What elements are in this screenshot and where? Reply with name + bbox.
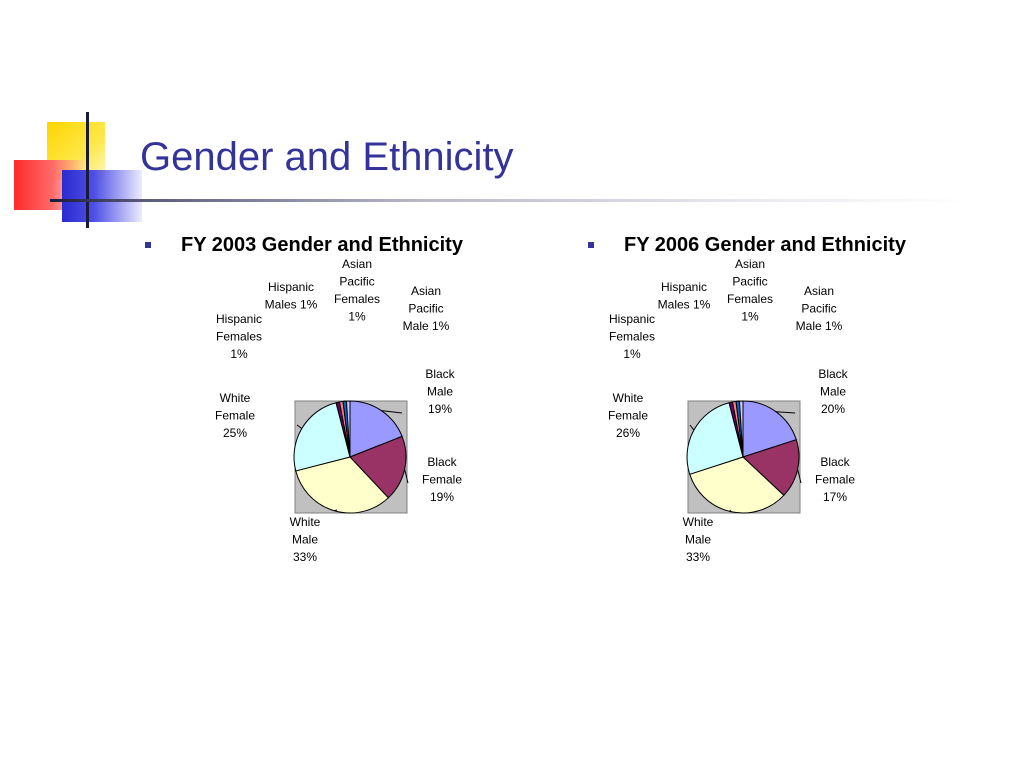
data-label-black-male: Black Male 19%	[425, 367, 455, 416]
chart-panel-fy2003: FY 2003 Gender and Ethnicity Black Male 19…	[145, 232, 565, 564]
bullet-icon	[588, 242, 594, 248]
pie-chart-fy2006: Black Male 20% Black Female 17% White Male 33% Wh…	[608, 257, 855, 564]
pie-slice-black-male	[349, 400, 403, 458]
data-label-hispanic-females: Hispanic Females 1%	[216, 312, 262, 361]
pie-slice-black-female	[349, 435, 407, 499]
data-label-white-male: White Male 33%	[683, 515, 714, 564]
data-label-white-male: White Male 33%	[290, 515, 321, 564]
leader-line-hispanic-males	[341, 400, 346, 403]
chart-heading: FY 2006 Gender and Ethnicity	[624, 234, 906, 256]
title-underline	[50, 199, 970, 202]
data-label-black-female: Black Female 19%	[422, 455, 462, 504]
data-label-white-female: White Female 26%	[608, 391, 648, 440]
bullet-heading: FY 2003 Gender and Ethnicity	[145, 232, 565, 260]
leader-line-black-female	[404, 469, 409, 484]
chart-panel-fy2006: FY 2006 Gender and Ethnicity Black Male 20…	[588, 232, 1008, 564]
leader-line-black-male	[381, 410, 403, 414]
data-label-hispanic-females: Hispanic Females 1%	[609, 312, 655, 361]
data-label-asian-pacific-females: Asian Pacific Females 1%	[727, 257, 773, 324]
pie-slice-black-male	[742, 400, 797, 458]
data-label-white-female: White Female 25%	[215, 391, 255, 440]
leader-line-black-male	[775, 411, 796, 414]
data-label-hispanic-males: Hispanic Males 1%	[658, 280, 711, 312]
data-label-asian-pacific-females: Asian Pacific Females 1%	[334, 257, 380, 324]
data-label-hispanic-males: Hispanic Males 1%	[265, 280, 318, 312]
bullet-heading: FY 2006 Gender and Ethnicity	[588, 232, 1008, 260]
decor-vertical-line	[86, 112, 89, 228]
slide-title: Gender and Ethnicity	[140, 135, 514, 179]
leader-line-white-male	[729, 509, 732, 512]
pie-slice-white-female	[293, 402, 351, 472]
leader-line-white-female	[296, 424, 303, 429]
data-label-black-female: Black Female 17%	[815, 455, 855, 504]
leader-line-black-female	[797, 469, 802, 484]
leader-line-hispanic-males	[734, 400, 739, 403]
pie-slice-white-female	[686, 402, 744, 475]
data-label-asian-pacific-male: Asian Pacific Male 1%	[403, 284, 450, 333]
leader-line-white-female	[689, 424, 695, 431]
bullet-icon	[145, 242, 151, 248]
pie-chart-fy2003: Black Male 19% Black Female 19% White Male 33% Wh…	[215, 257, 462, 564]
leader-line-white-male	[334, 509, 338, 512]
data-label-black-male: Black Male 20%	[818, 367, 848, 416]
decor-blue-square	[62, 170, 142, 222]
data-label-asian-pacific-male: Asian Pacific Male 1%	[796, 284, 843, 333]
pie-slice-black-female	[742, 439, 800, 497]
chart-heading: FY 2003 Gender and Ethnicity	[181, 234, 463, 256]
